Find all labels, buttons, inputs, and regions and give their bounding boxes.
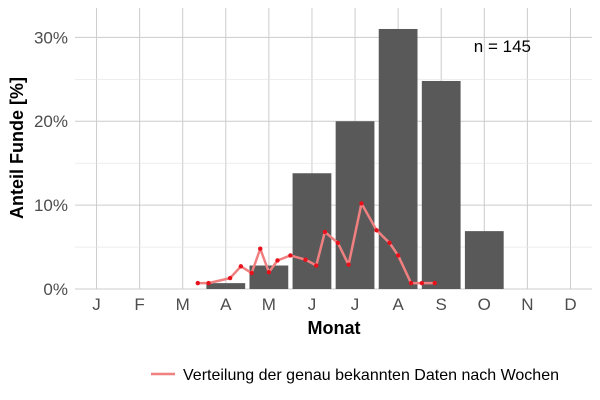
weekly-point <box>374 228 379 233</box>
x-tick-label: J <box>92 295 101 314</box>
weekly-point <box>387 240 392 246</box>
weekly-point <box>288 253 293 258</box>
y-tick-layer: 0% 10% 20% 30% <box>34 28 68 299</box>
y-axis-title: Anteil Funde [%] <box>7 77 27 219</box>
weekly-point <box>275 258 280 263</box>
y-tick-label: 0% <box>43 280 68 299</box>
weekly-point <box>419 280 425 286</box>
x-tick-label: O <box>478 295 491 314</box>
x-axis-title: Monat <box>308 318 361 338</box>
bar-9 <box>464 231 504 289</box>
legend: Verteilung der genau bekannten Daten nac… <box>151 367 559 384</box>
x-tick-label: A <box>220 295 232 314</box>
bar-6 <box>335 121 375 290</box>
weekly-point <box>238 264 244 269</box>
weekly-point <box>395 253 401 258</box>
weekly-point <box>258 246 263 251</box>
weekly-point <box>249 270 254 276</box>
y-tick-label: 20% <box>34 112 68 131</box>
x-tick-label: M <box>176 295 190 314</box>
weekly-point <box>206 280 211 286</box>
bar-3 <box>206 283 246 289</box>
y-tick-label: 30% <box>34 28 68 47</box>
bar-layer <box>206 28 504 290</box>
weekly-point <box>346 262 351 267</box>
weekly-point <box>303 257 308 262</box>
x-tick-label: F <box>134 295 144 314</box>
weekly-point <box>322 229 328 235</box>
bar-7 <box>378 28 418 289</box>
x-tick-label: D <box>564 295 576 314</box>
x-tick-label: S <box>436 295 447 314</box>
weekly-point <box>314 263 319 268</box>
x-tick-label: J <box>351 295 360 314</box>
grid-layer <box>75 8 592 290</box>
x-tick-label: A <box>392 295 404 314</box>
annotation-n: n = 145 <box>474 37 531 56</box>
x-tick-label: M <box>262 295 276 314</box>
x-tick-label: N <box>521 295 533 314</box>
weekly-point <box>266 270 272 275</box>
weekly-point <box>335 240 341 246</box>
weekly-point <box>432 280 437 286</box>
weekly-point <box>227 275 233 281</box>
x-tick-label: J <box>308 295 317 314</box>
bar-8 <box>421 80 461 289</box>
legend-label: Verteilung der genau bekannten Daten nac… <box>183 367 559 384</box>
weekly-point <box>359 201 364 206</box>
weekly-point <box>408 280 414 286</box>
weekly-point <box>195 280 200 286</box>
y-tick-label: 10% <box>34 196 68 215</box>
bar-4 <box>249 265 289 289</box>
weekly-point-layer <box>195 201 437 286</box>
